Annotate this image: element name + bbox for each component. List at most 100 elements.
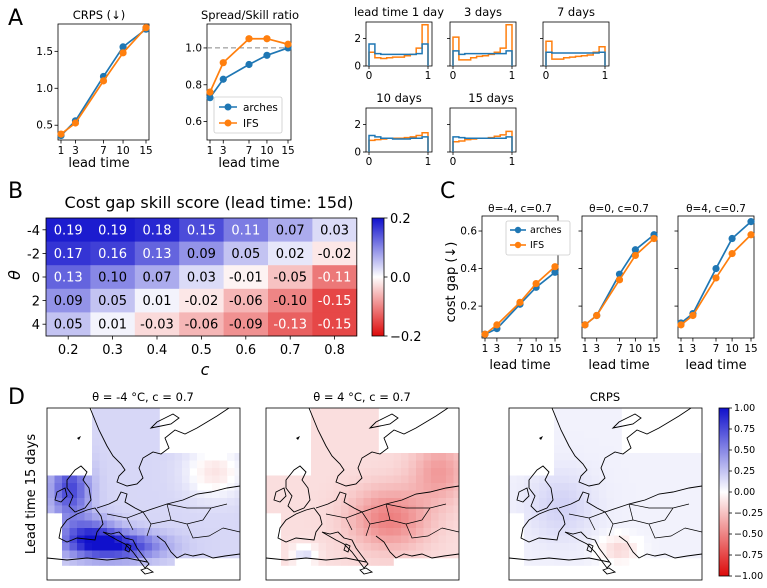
map-cell [77,498,85,506]
map-cell [674,483,682,491]
map-cell [666,505,675,514]
map-cell [281,528,289,536]
map-cell [62,475,70,484]
spread-xtick-label: 3 [220,145,227,157]
heatmap-cell [179,312,224,337]
map-cell [174,475,183,484]
map-cell [227,535,235,544]
heatmap-cell-label: 0.02 [276,247,305,262]
map-cell [659,528,667,536]
cost-1-arches-point [551,268,559,276]
map-cell [531,513,540,521]
map-cell [524,558,532,566]
map-cell [584,535,592,544]
map-cell [182,475,190,484]
map-cell [311,483,319,491]
map-cell [266,483,274,491]
map-cell [114,490,123,499]
map-cell [152,550,160,559]
map-cell [401,483,409,491]
map-cell [69,498,78,506]
maps-colorbar-label: 1.00 [734,403,755,414]
map-cell [47,505,55,514]
map-cell [62,498,70,506]
map-cell [651,475,660,484]
map-cell [453,483,459,491]
map-cell [122,430,130,439]
map-cell [416,535,424,544]
map-cell [606,430,615,439]
map-cell [591,558,600,566]
map-cell [318,408,327,416]
map-cell [651,513,660,521]
map-cell [386,528,394,536]
map-cell [84,520,93,529]
map-cell [114,498,123,506]
map-cell [363,475,372,484]
map-cell [266,498,274,506]
rank-arches-histogram [545,51,606,66]
map-cell [167,453,175,461]
map-cell [92,483,100,491]
map-cell [363,430,372,439]
map-cell [144,460,153,469]
map-cell [326,453,334,461]
heatmap-cell [223,265,269,290]
map-cell [69,558,78,566]
map-cell [423,543,432,551]
heatmap-cell-label: -0.06 [229,294,263,309]
map-cell [107,453,115,461]
map-cell [696,528,702,536]
heatmap-cell-label: 0.03 [187,271,216,286]
map-cell [569,453,577,461]
map-cell [144,430,153,439]
heatmap-cell [223,288,269,313]
map-cell [356,505,364,514]
map-cell [561,498,570,506]
map-cell [591,430,600,439]
map-cell [227,498,235,506]
map-cell [122,528,130,536]
map-cell [621,483,630,491]
map-cell [689,453,697,461]
map-cell [62,483,70,491]
map-cell [77,475,85,484]
map-cell [584,483,592,491]
map-cell [212,535,220,544]
map-cell [636,490,645,499]
map-cell [651,543,660,551]
map-cell [159,550,168,559]
map-cell [378,543,387,551]
map-cell [546,543,555,551]
heatmap-cell [312,312,358,337]
map-cell [152,460,160,469]
map-cell [614,498,622,506]
map-cell [393,543,402,551]
map-cell [576,535,585,544]
map-title-3: CRPS [590,390,620,404]
map-cell [311,475,319,484]
map-cell [576,453,585,461]
heatmap-cell-label: -0.02 [185,294,219,309]
map-cell [386,468,394,476]
map-cell [99,415,108,424]
map-cell [431,535,439,544]
map-cell [416,490,424,499]
map-cell [212,498,220,506]
map-cell [234,513,240,521]
cost-3-xtick-label: 3 [690,343,697,355]
map-cell [516,483,525,491]
maps-colorbar-label: −0.25 [734,508,763,519]
map-cell [114,460,123,469]
map-cell [356,528,364,536]
map-cell [174,513,183,521]
spread-xtick-label: 7 [246,145,253,157]
rank-histograms: lead time 1 day 3 days 7 days 10 days 15… [354,5,610,168]
map-cell [599,415,607,424]
map-cell [333,430,342,439]
map-cell [408,520,417,529]
map-cell [62,535,70,544]
spread-ifs-point [219,59,227,67]
map-cell [333,423,342,431]
map-cell [281,483,289,491]
